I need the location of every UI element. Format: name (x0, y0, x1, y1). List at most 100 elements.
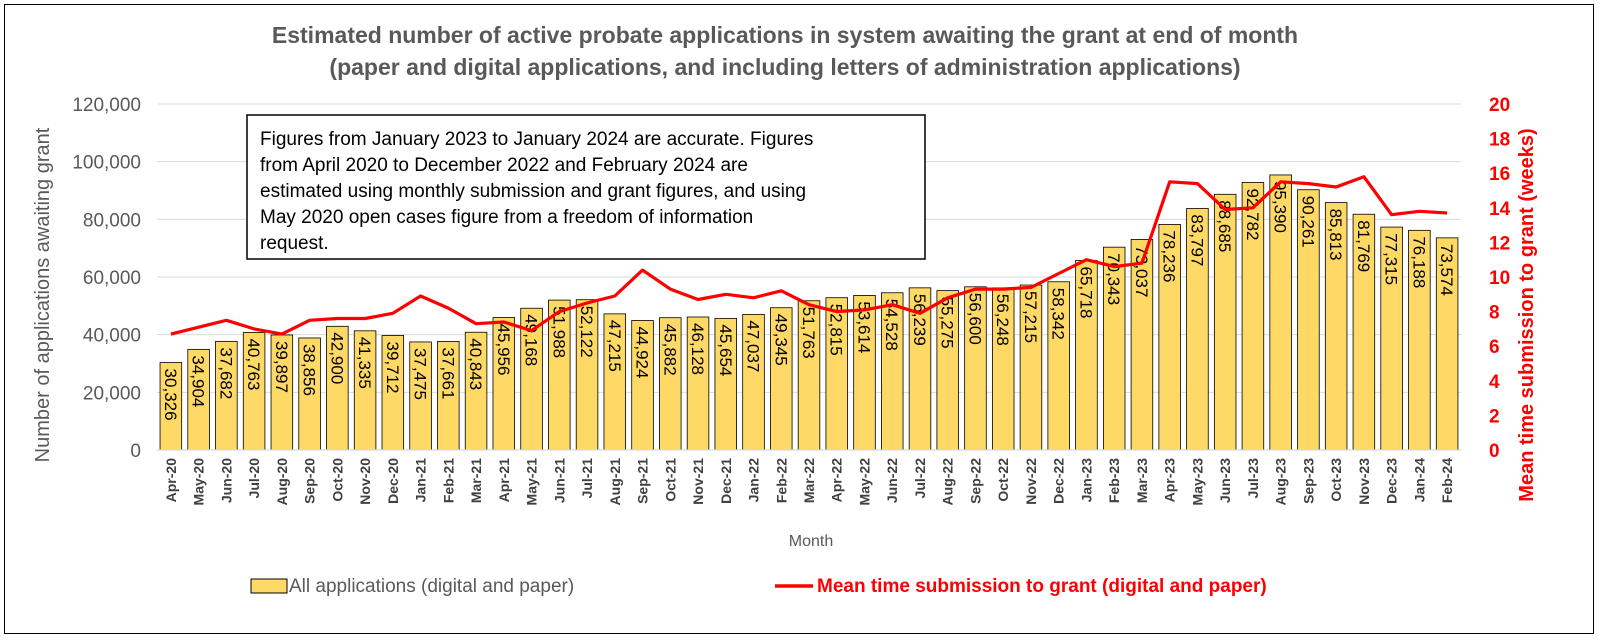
x-tick-label: Nov-20 (357, 458, 373, 505)
bar-data-label: 77,315 (1382, 233, 1401, 285)
bar-data-label: 57,215 (1021, 291, 1040, 343)
x-tick-label: May-22 (856, 458, 872, 506)
bar-data-label: 40,843 (466, 338, 485, 390)
line-series (170, 175, 1448, 336)
x-tick-label: May-20 (191, 458, 207, 506)
x-tick-label: Mar-22 (801, 458, 817, 503)
right-tick-label: 0 (1489, 441, 1500, 462)
bar-data-label: 51,763 (799, 307, 818, 359)
chart-frame: Estimated number of active probate appli… (4, 4, 1594, 634)
note-line-1: Figures from January 2023 to January 202… (260, 129, 813, 150)
note-box (246, 114, 926, 260)
right-tick-label: 8 (1489, 303, 1500, 324)
bar-data-label: 73,574 (1437, 244, 1456, 296)
bar-data-label: 40,763 (244, 338, 263, 390)
bar-data-label: 52,122 (577, 306, 596, 358)
bar-data-label: 45,956 (494, 323, 513, 375)
x-tick-label: Nov-23 (1356, 458, 1372, 505)
x-tick-label: Aug-20 (274, 458, 290, 506)
bar-data-label: 58,342 (1049, 288, 1068, 340)
x-tick-label: Aug-21 (607, 458, 623, 506)
x-tick-label: Mar-23 (1134, 458, 1150, 503)
x-tick-label: Sep-22 (967, 458, 983, 504)
x-tick-label: Jul-20 (246, 458, 262, 499)
bar-data-label: 55,275 (938, 297, 957, 349)
x-tick-label: Feb-21 (440, 458, 456, 503)
x-tick-label: May-21 (524, 458, 540, 506)
right-tick-label: 4 (1489, 372, 1500, 393)
x-tick-label: Sep-20 (302, 458, 318, 504)
x-tick-label: Jun-20 (218, 458, 234, 503)
legend: All applications (digital and paper) Mea… (250, 576, 1267, 597)
bar-data-label: 39,712 (383, 341, 402, 393)
bar-data-label: 49,345 (771, 314, 790, 366)
bar-data-label: 73,037 (1132, 245, 1151, 297)
note-line-4: May 2020 open cases figure from a freedo… (260, 207, 753, 228)
bar-data-label: 78,236 (1160, 230, 1179, 282)
chart-svg: Estimated number of active probate appli… (32, 22, 1538, 597)
right-tick-label: 6 (1489, 337, 1500, 358)
left-tick-label: 20,000 (83, 383, 141, 404)
x-tick-label: Jan-23 (1078, 458, 1094, 503)
x-tick-label: Nov-21 (690, 458, 706, 505)
bar-data-label: 44,924 (633, 326, 652, 378)
mean-time-line (170, 175, 1448, 336)
bar-data-label: 88,685 (1215, 200, 1234, 252)
x-tick-label: Jan-22 (746, 458, 762, 503)
right-tick-label: 20 (1489, 95, 1510, 116)
x-tick-label: Jul-22 (912, 458, 928, 499)
bar-data-label: 70,343 (1104, 253, 1123, 305)
bar-data-label: 56,600 (965, 293, 984, 345)
chart-title: Estimated number of active probate appli… (272, 22, 1298, 80)
x-tick-label: Jun-22 (884, 458, 900, 503)
note-line-2: from April 2020 to December 2022 and Feb… (260, 155, 748, 176)
bar-data-label: 81,769 (1354, 220, 1373, 272)
x-axis-label: Month (789, 533, 833, 550)
x-tick-label: Jul-23 (1245, 458, 1261, 499)
bar-data-label: 37,475 (411, 348, 430, 400)
bar-data-label: 54,528 (882, 299, 901, 351)
chart-title-line-2: (paper and digital applications, and inc… (329, 54, 1240, 80)
bar-data-label: 65,718 (1076, 267, 1095, 319)
y2-axis-label: Mean time submission to grant (weeks) (1516, 128, 1538, 501)
legend-bar-label: All applications (digital and paper) (289, 576, 574, 597)
bar-data-label: 41,335 (355, 337, 374, 389)
x-tick-label: Oct-22 (995, 458, 1011, 502)
x-tick-label: Sep-21 (635, 458, 651, 504)
bar-data-label: 47,215 (605, 320, 624, 372)
bar-data-label: 90,261 (1298, 196, 1317, 248)
bar-data-label: 42,900 (327, 332, 346, 384)
right-tick-label: 14 (1489, 199, 1511, 220)
bar-data-label: 95,390 (1271, 181, 1290, 233)
x-tick-label: Aug-22 (940, 458, 956, 506)
bar-data-label: 56,248 (993, 294, 1012, 346)
bar-data-label: 37,661 (438, 347, 457, 399)
bar-data-label: 37,682 (216, 347, 235, 399)
x-tick-label: Apr-23 (1162, 458, 1178, 503)
x-tick-label: May-23 (1189, 458, 1205, 506)
left-tick-label: 60,000 (83, 268, 141, 289)
bar-data-label: 83,797 (1187, 214, 1206, 266)
bar-data-label: 45,654 (716, 324, 735, 376)
bar-data-label: 45,882 (660, 324, 679, 376)
x-tick-label: Sep-23 (1300, 458, 1316, 504)
bar-data-label: 85,813 (1326, 209, 1345, 261)
x-tick-label: Jun-23 (1217, 458, 1233, 503)
x-tick-label: Nov-22 (1023, 458, 1039, 505)
left-tick-label: 100,000 (72, 153, 141, 174)
note-line-3: estimated using monthly submission and g… (260, 181, 806, 202)
x-tick-label: Oct-23 (1328, 458, 1344, 502)
annotation-note: Figures from January 2023 to January 202… (246, 114, 926, 260)
bar-data-labels: 30,326 34,904 37,682 40,763 39,897 38,856 42,9… (161, 181, 1456, 421)
bar-data-label: 39,897 (272, 341, 291, 393)
bar-data-label: 76,188 (1409, 236, 1428, 288)
x-tick-label: Feb-22 (773, 458, 789, 503)
bar-data-label: 92,782 (1243, 188, 1262, 240)
x-tick-label: Apr-21 (496, 458, 512, 503)
bar-data-label: 34,904 (189, 355, 208, 407)
bar-data-label: 51,988 (549, 306, 568, 358)
x-tick-label: Dec-22 (1051, 458, 1067, 504)
right-tick-label: 12 (1489, 233, 1510, 254)
x-tick-label: Feb-23 (1106, 458, 1122, 503)
x-tick-label: Aug-23 (1273, 458, 1289, 506)
